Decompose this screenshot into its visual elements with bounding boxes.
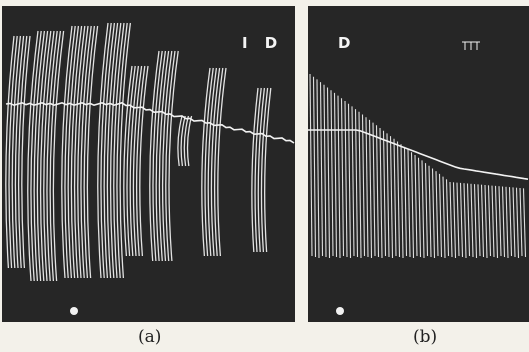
sweep-trace (468, 184, 470, 257)
sweep-trace (338, 96, 340, 258)
sweep-trace (436, 171, 438, 256)
sweep-trace (422, 160, 424, 258)
sweep-trace (335, 93, 337, 257)
sweep-trace (394, 139, 396, 256)
sweep-trace (384, 131, 386, 256)
sweep-trace (188, 116, 192, 166)
panel-a-traces (2, 6, 295, 322)
sweep-trace (370, 120, 372, 258)
sweep-trace (443, 177, 445, 258)
sweep-trace (169, 51, 178, 261)
sweep-trace (401, 144, 403, 258)
panel-a-marker-label: I D (242, 34, 283, 52)
sweep-trace (391, 136, 393, 258)
sweep-trace (510, 187, 512, 256)
sweep-trace (317, 79, 319, 258)
panel-a-recording: I D (2, 6, 295, 322)
sweep-trace (457, 183, 459, 256)
sweep-trace (352, 106, 354, 256)
sweep-trace (426, 163, 428, 256)
sweep-trace (324, 85, 326, 257)
sweep-trace (440, 174, 442, 257)
sweep-trace (87, 26, 97, 278)
panel-a-caption: (a) (138, 327, 161, 347)
sweep-trace (356, 109, 358, 257)
sweep-trace (314, 77, 316, 257)
sweep-trace (429, 166, 431, 257)
sweep-trace (373, 123, 375, 256)
panel-b-caption: (b) (413, 327, 437, 347)
sweep-trace (310, 74, 312, 256)
sweep-trace (489, 185, 491, 256)
baseline-trace (308, 130, 528, 179)
stimulus-dot (336, 307, 344, 315)
sweep-trace (321, 82, 323, 256)
sweep-trace (450, 182, 452, 257)
sweep-trace (433, 169, 435, 259)
sweep-trace (419, 158, 421, 257)
sweep-trace (398, 142, 400, 258)
sweep-trace (520, 188, 522, 256)
sweep-trace (366, 117, 368, 257)
sweep-trace (513, 187, 515, 257)
sweep-trace (506, 187, 508, 258)
sweep-trace (482, 185, 484, 257)
sweep-trace (475, 184, 477, 258)
sweep-trace (496, 186, 498, 258)
sweep-trace (328, 88, 330, 259)
sweep-trace (471, 184, 473, 257)
sweep-trace (387, 133, 389, 257)
sweep-trace (461, 183, 463, 257)
sweep-trace (499, 186, 501, 256)
sweep-trace (342, 98, 344, 256)
sweep-trace (377, 125, 379, 257)
stimulus-dot (70, 307, 78, 315)
sweep-trace (447, 179, 449, 256)
sweep-trace (405, 147, 407, 256)
sweep-trace (412, 152, 414, 258)
sweep-trace (349, 104, 351, 258)
panel-b-traces (308, 6, 529, 322)
panel-b-marker-label: D (338, 34, 356, 52)
sweep-trace (415, 155, 417, 256)
sweep-trace (464, 183, 466, 258)
sweep-trace (524, 188, 526, 257)
sweep-trace (345, 101, 347, 257)
sweep-trace (478, 184, 480, 256)
sweep-trace (363, 115, 365, 257)
sweep-trace (517, 188, 519, 258)
time-marker (462, 42, 480, 50)
sweep-trace (503, 187, 505, 258)
panel-b-recording: D (308, 6, 529, 322)
sweep-trace (485, 185, 487, 258)
sweep-trace (380, 128, 382, 258)
sweep-trace (492, 186, 494, 257)
sweep-trace (408, 150, 410, 257)
sweep-trace (331, 90, 333, 256)
sweep-trace (454, 182, 456, 258)
sweep-trace (359, 112, 361, 258)
